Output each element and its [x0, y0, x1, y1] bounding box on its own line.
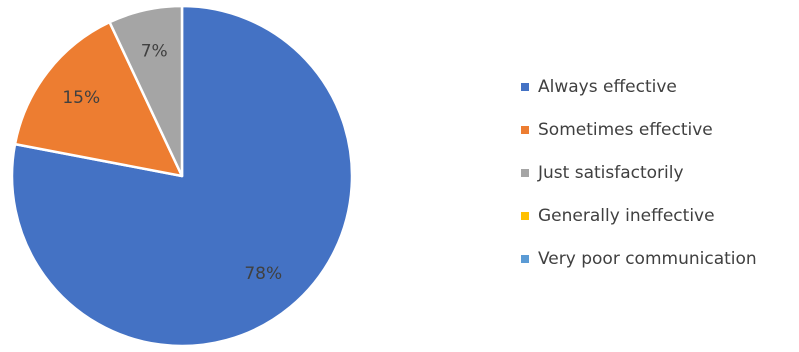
pie-slice-sometimes-effective — [13, 20, 184, 178]
legend-swatch-sometimes-effective — [521, 126, 529, 134]
legend-item-always-effective: Always effective — [521, 77, 677, 97]
pie-slices — [10, 4, 354, 348]
legend-label-very-poor-communication: Very poor communication — [538, 249, 757, 269]
legend-item-just-satisfactorily: Just satisfactorily — [521, 163, 684, 183]
legend-swatch-just-satisfactorily — [521, 169, 529, 177]
legend-item-sometimes-effective: Sometimes effective — [521, 120, 713, 140]
legend-swatch-always-effective — [521, 83, 529, 91]
pie-data-label-always-effective: 78% — [244, 264, 282, 284]
legend-item-very-poor-communication: Very poor communication — [521, 249, 757, 269]
pie-data-label-sometimes-effective: 15% — [62, 88, 100, 108]
legend: Always effective Sometimes effective Just … — [521, 77, 757, 269]
legend-label-just-satisfactorily: Just satisfactorily — [537, 163, 684, 183]
legend-item-generally-ineffective: Generally ineffective — [521, 206, 715, 226]
legend-label-sometimes-effective: Sometimes effective — [538, 120, 713, 140]
pie-data-label-just-satisfactorily: 7% — [141, 42, 168, 62]
legend-label-generally-ineffective: Generally ineffective — [538, 206, 715, 226]
pie-slice-just-satisfactorily — [108, 4, 184, 178]
legend-label-always-effective: Always effective — [538, 77, 677, 97]
pie-slice-always-effective — [10, 4, 354, 348]
legend-swatch-generally-ineffective — [521, 212, 529, 220]
pie-data-labels: 78% 15% 7% — [62, 42, 282, 285]
legend-swatch-very-poor-communication — [521, 255, 529, 263]
